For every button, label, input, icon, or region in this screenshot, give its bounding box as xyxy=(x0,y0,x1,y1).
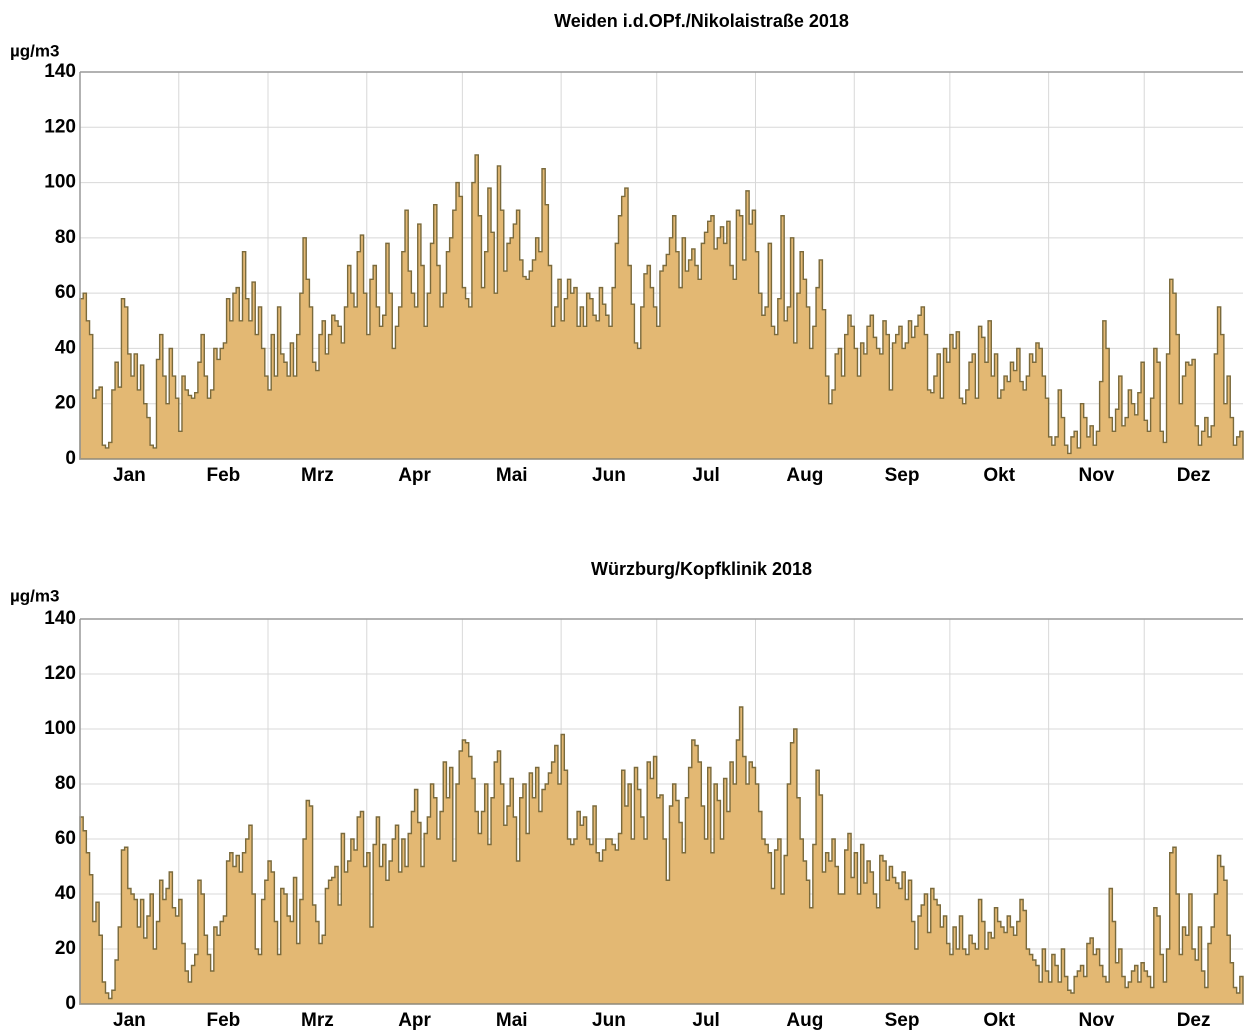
x-tick-label: Aug xyxy=(786,1010,823,1031)
chart-title: Würzburg/Kopfklinik 2018 xyxy=(591,559,812,579)
y-tick-label: 40 xyxy=(55,883,76,904)
chart-title: Weiden i.d.OPf./Nikolaistraße 2018 xyxy=(554,11,849,31)
y-axis-label: µg/m3 xyxy=(10,586,59,605)
y-tick-label: 40 xyxy=(55,337,76,358)
y-tick-label: 60 xyxy=(55,282,76,303)
x-tick-label: Mai xyxy=(496,465,528,486)
x-tick-label: Dez xyxy=(1177,1010,1211,1031)
y-tick-label: 100 xyxy=(44,718,76,739)
y-tick-label: 20 xyxy=(55,393,76,414)
x-tick-label: Jun xyxy=(592,1010,626,1031)
x-tick-label: Dez xyxy=(1177,465,1211,486)
x-tick-label: Mai xyxy=(496,1010,528,1031)
x-tick-label: Jan xyxy=(113,1010,146,1031)
x-tick-label: Nov xyxy=(1078,1010,1114,1031)
y-tick-label: 140 xyxy=(44,61,76,82)
y-tick-label: 60 xyxy=(55,828,76,849)
x-tick-label: Sep xyxy=(885,465,920,486)
x-tick-label: Mrz xyxy=(301,1010,334,1031)
y-tick-label: 0 xyxy=(65,993,76,1014)
y-tick-label: 20 xyxy=(55,938,76,959)
y-tick-label: 100 xyxy=(44,172,76,193)
y-tick-label: 80 xyxy=(55,773,76,794)
y-tick-label: 120 xyxy=(44,116,76,137)
x-tick-label: Jan xyxy=(113,465,146,486)
area-series xyxy=(79,154,1244,460)
x-tick-label: Okt xyxy=(983,465,1015,486)
area-series xyxy=(79,706,1244,1005)
x-tick-label: Apr xyxy=(398,465,431,486)
x-tick-label: Jul xyxy=(692,465,719,486)
x-tick-label: Mrz xyxy=(301,465,334,486)
x-tick-label: Okt xyxy=(983,1010,1015,1031)
x-tick-label: Aug xyxy=(786,465,823,486)
x-tick-label: Nov xyxy=(1078,465,1114,486)
x-tick-label: Jul xyxy=(692,1010,719,1031)
x-tick-label: Sep xyxy=(885,1010,920,1031)
y-tick-label: 120 xyxy=(44,663,76,684)
y-tick-label: 0 xyxy=(65,448,76,469)
y-tick-label: 80 xyxy=(55,227,76,248)
y-axis-label: µg/m3 xyxy=(10,41,59,60)
x-tick-label: Feb xyxy=(206,465,240,486)
x-tick-label: Jun xyxy=(592,465,626,486)
y-tick-label: 140 xyxy=(44,608,76,629)
x-tick-label: Feb xyxy=(206,1010,240,1031)
x-tick-label: Apr xyxy=(398,1010,431,1031)
